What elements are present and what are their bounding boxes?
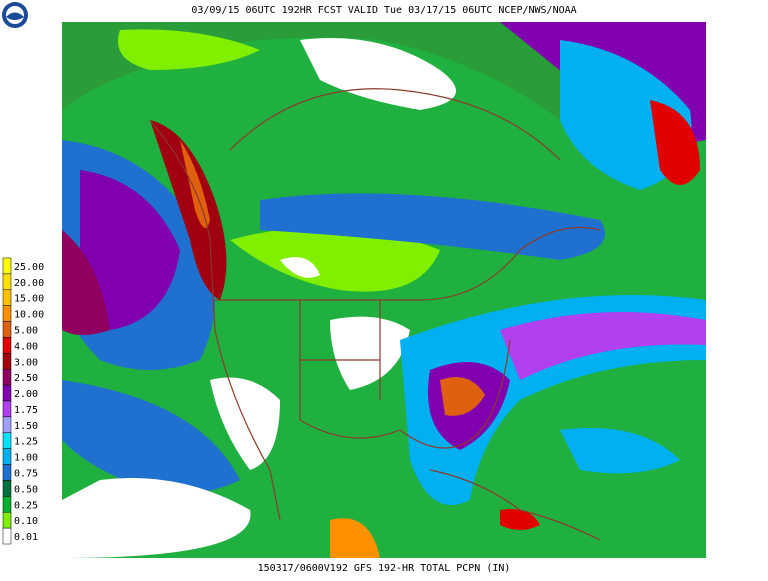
legend-swatch (2, 448, 12, 465)
noaa-logo (2, 2, 28, 28)
legend-label: 0.75 (14, 469, 38, 480)
map-footer: 150317/0600V192 GFS 192-HR TOTAL PCPN (I… (258, 563, 511, 574)
legend: 25.00 20.00 15.00 10.00 5.00 4.00 3.00 2.50 2.00… (2, 257, 44, 545)
legend-swatch (2, 384, 12, 402)
legend-label: 3.00 (14, 357, 38, 368)
legend-label: 4.00 (14, 341, 38, 352)
legend-swatch (2, 480, 12, 497)
legend-swatch (2, 353, 12, 370)
legend-label: 1.00 (14, 453, 38, 464)
legend-label: 0.50 (14, 484, 38, 495)
legend-label: 1.75 (14, 405, 38, 416)
legend-label: 2.50 (14, 373, 38, 384)
legend-swatch (2, 432, 12, 449)
legend-swatch (2, 464, 12, 481)
legend-label: 0.10 (14, 516, 38, 527)
legend-label: 25.00 (14, 262, 44, 273)
legend-label: 15.00 (14, 294, 44, 305)
legend-swatch (2, 321, 12, 338)
legend-label: 0.25 (14, 500, 38, 511)
legend-swatch (2, 511, 12, 529)
legend-label: 10.00 (14, 310, 44, 321)
map-title: 03/09/15 06UTC 192HR FCST VALID Tue 03/1… (191, 5, 576, 16)
legend-label: 1.25 (14, 437, 38, 448)
legend-swatch (2, 289, 12, 306)
precip-map (62, 22, 706, 558)
legend-label: 20.00 (14, 278, 44, 289)
legend-swatch (2, 368, 12, 386)
legend-label: 1.50 (14, 421, 38, 432)
legend-swatch (2, 400, 12, 418)
legend-label: 0.01 (14, 532, 38, 543)
legend-swatch (2, 496, 12, 513)
legend-swatch (2, 273, 12, 291)
legend-label: 2.00 (14, 389, 38, 400)
legend-swatch (2, 337, 12, 354)
legend-swatch (2, 257, 12, 275)
legend-swatch (2, 527, 12, 545)
legend-label: 5.00 (14, 326, 38, 337)
legend-swatch (2, 305, 12, 322)
legend-swatch (2, 416, 12, 434)
